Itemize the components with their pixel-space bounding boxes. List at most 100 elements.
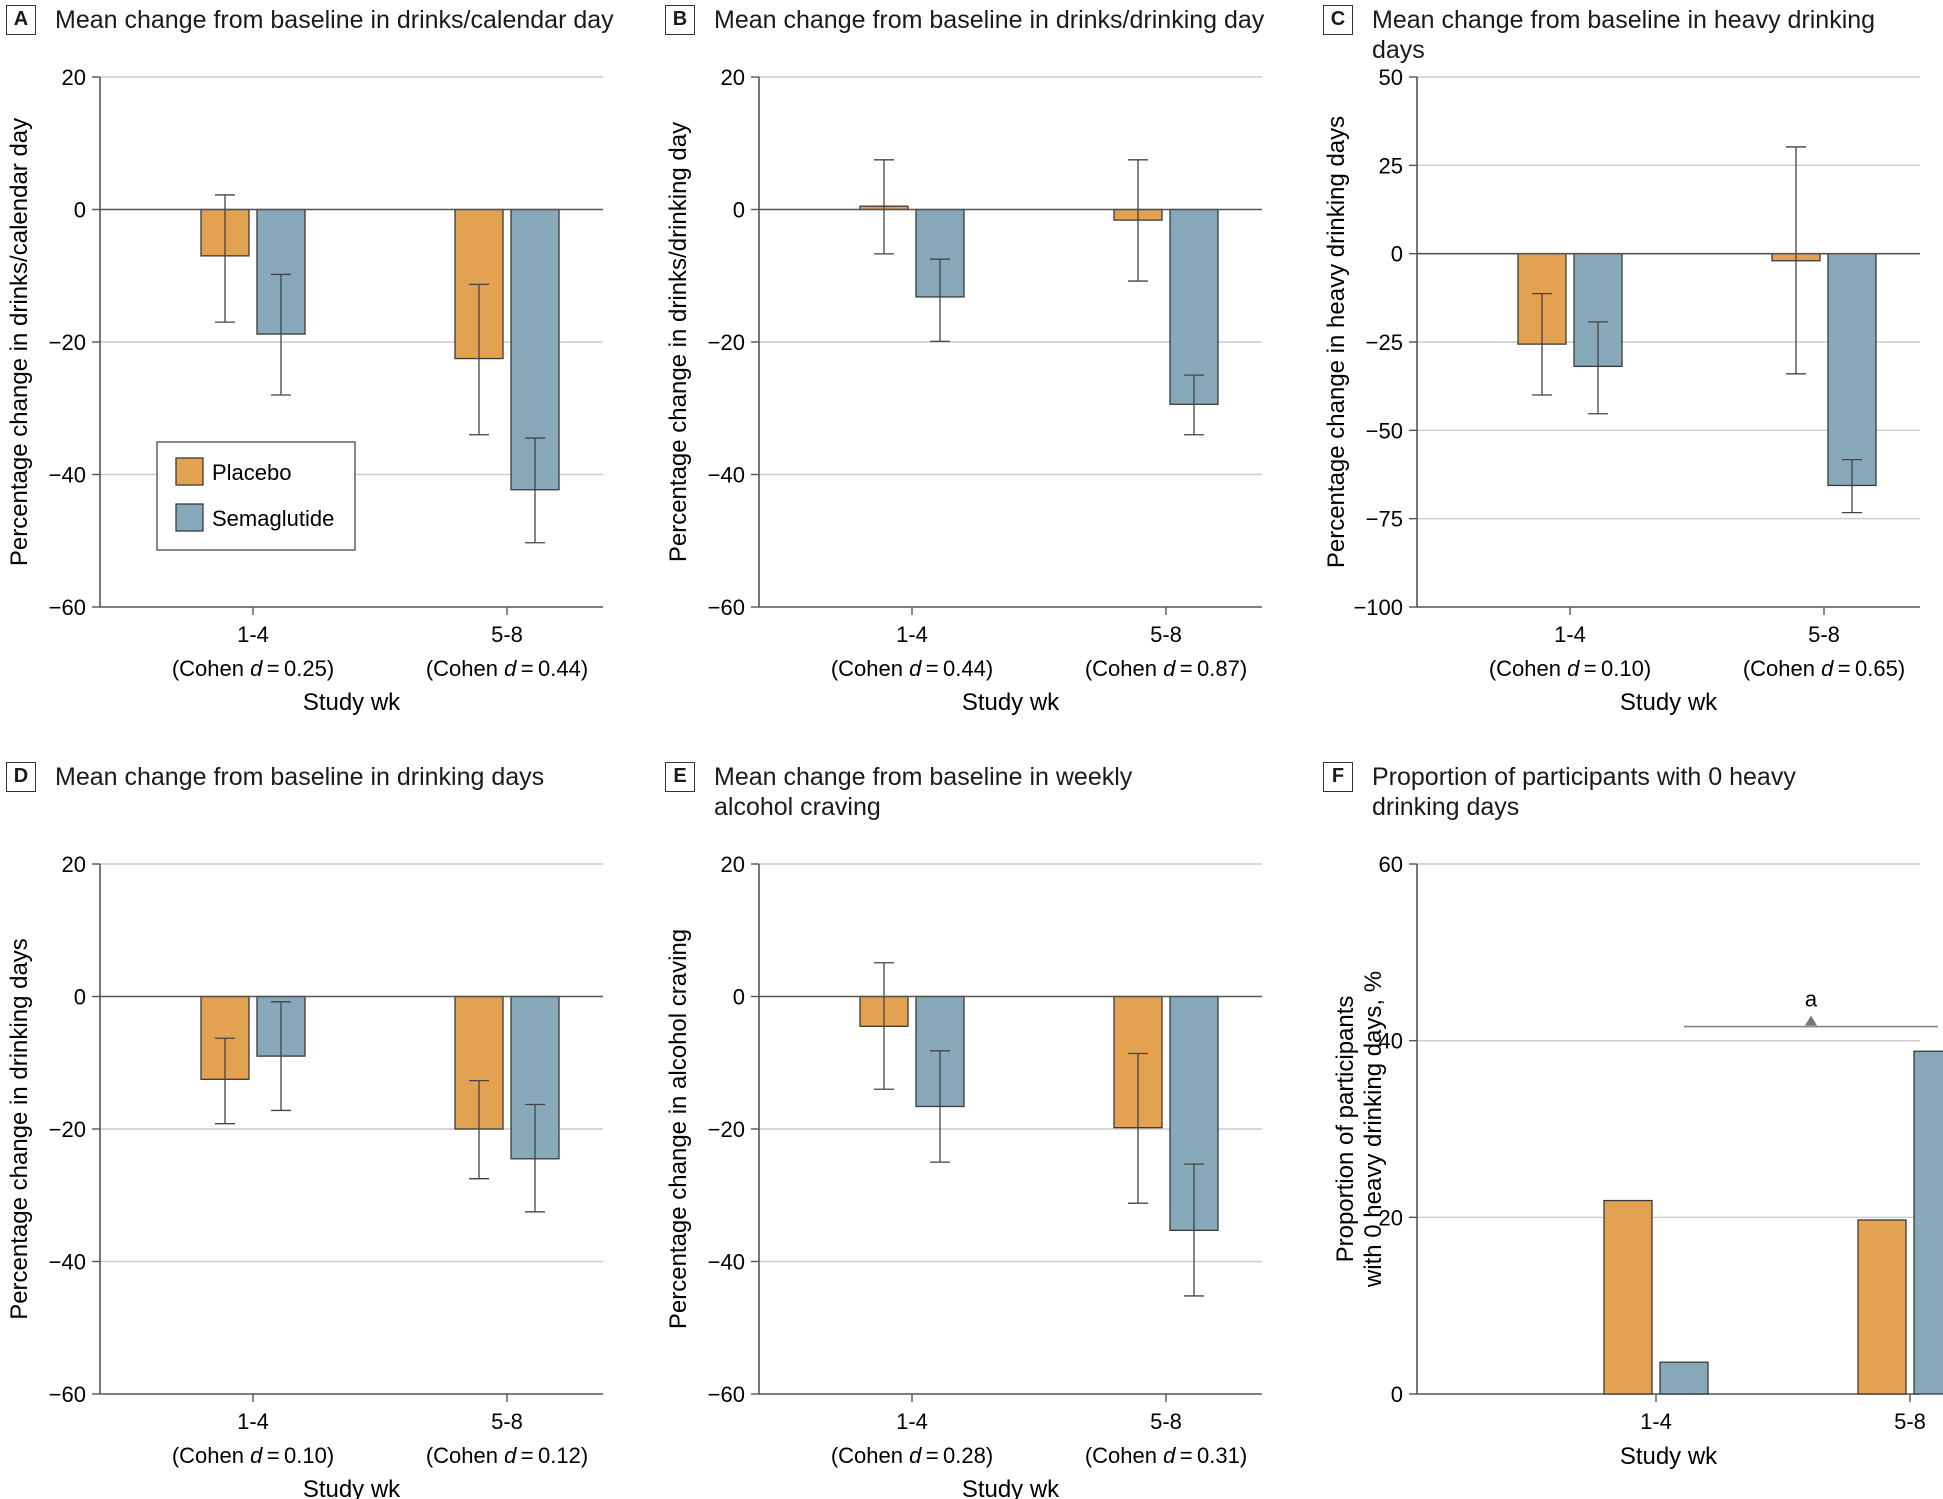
effect-size-label: (Cohen d = 0.31)	[1085, 1443, 1247, 1468]
y-tick-label: 0	[74, 198, 86, 223]
effect-size-label: (Cohen d = 0.44)	[426, 656, 588, 681]
panel-letter: F	[1323, 762, 1353, 792]
legend-swatch-placebo	[175, 457, 204, 486]
panel-title: Mean change from baseline in drinking da…	[55, 763, 545, 791]
bar-semaglutide	[1913, 1050, 1943, 1395]
x-tick-label: 1-4	[1640, 1409, 1672, 1434]
y-tick-label: 0	[1391, 1382, 1403, 1407]
y-tick-label: 60	[1379, 852, 1403, 877]
chart-f: 60 40 20 0 1-4 5-8 Study wk Proportion of parti…	[1332, 852, 1943, 1470]
bar-semaglutide	[1659, 1361, 1709, 1395]
panel-letter: A	[6, 5, 36, 35]
y-tick-label: −60	[708, 1382, 745, 1407]
y-tick-label: 0	[733, 198, 745, 223]
panel-c: C Mean change from baseline in heavy dri…	[1317, 0, 1937, 740]
panel-title: Proportion of participants with 0 heavy …	[1372, 763, 1796, 821]
x-axis-label: Study wk	[1620, 689, 1718, 716]
y-tick-label: −75	[1366, 507, 1403, 532]
panel-letter: D	[6, 762, 36, 792]
x-tick-label: 1-4	[237, 1409, 269, 1434]
y-axis-label: Percentage change in heavy drinking days	[1323, 116, 1350, 568]
y-tick-label: −60	[49, 1382, 86, 1407]
x-tick-label: 5-8	[491, 622, 523, 647]
panel-letter: E	[665, 762, 695, 792]
panel-title: Mean change from baseline in weekly alco…	[714, 763, 1133, 821]
x-tick-label: 5-8	[1808, 622, 1840, 647]
y-tick-label: 25	[1379, 153, 1403, 178]
y-tick-label: −60	[49, 595, 86, 620]
panel-letter: C	[1323, 5, 1353, 35]
x-tick-label: 5-8	[1150, 622, 1182, 647]
y-tick-label: 20	[62, 852, 86, 877]
x-axis-label: Study wk	[303, 689, 401, 716]
legend-label-semaglutide: Semaglutide	[212, 506, 334, 531]
y-tick-label: −50	[1366, 418, 1403, 443]
panel-title: Mean change from baseline in heavy drink…	[1372, 6, 1876, 64]
y-tick-label: 40	[1379, 1029, 1403, 1054]
bar-semaglutide	[510, 995, 560, 1160]
y-tick-label: 0	[733, 985, 745, 1010]
y-tick-label: −40	[708, 1250, 745, 1275]
effect-size-label: (Cohen d = 0.44)	[831, 656, 993, 681]
chart-b: 20 0 −20 −40 −60 1-4 (Cohen d = 0.44) 5-8 (Cohen…	[665, 65, 1262, 716]
y-tick-label: −20	[49, 330, 86, 355]
x-tick-label: 5-8	[1150, 1409, 1182, 1434]
significance-marker	[1805, 1015, 1817, 1026]
y-axis-label: Percentage change in drinking days	[6, 938, 33, 1320]
panel-b: B Mean change from baseline in drinks/dr…	[659, 0, 1279, 740]
y-tick-label: 20	[721, 65, 745, 90]
y-tick-label: −40	[708, 463, 745, 488]
y-tick-label: −20	[708, 330, 745, 355]
y-axis-label: Percentage change in drinks/drinking day	[665, 122, 692, 562]
y-tick-label: −100	[1353, 595, 1403, 620]
chart-d: 20 0 −20 −40 −60 1-4 (Cohen d = 0.10) 5-8 (Cohen…	[6, 852, 603, 1499]
panel-title: Mean change from baseline in drinks/cale…	[55, 6, 614, 34]
y-axis-label: Percentage change in alcohol craving	[665, 929, 692, 1329]
y-tick-label: −40	[49, 1250, 86, 1275]
y-tick-label: 20	[1379, 1205, 1403, 1230]
y-tick-label: −60	[708, 595, 745, 620]
y-tick-label: 20	[721, 852, 745, 877]
bar-semaglutide	[1169, 208, 1219, 405]
effect-size-label: (Cohen d = 0.28)	[831, 1443, 993, 1468]
bar-placebo	[1603, 1199, 1653, 1395]
x-axis-label: Study wk	[962, 689, 1060, 716]
y-tick-label: −20	[708, 1117, 745, 1142]
effect-size-label: (Cohen d = 0.10)	[1489, 656, 1651, 681]
panel-d: D Mean change from baseline in drinking …	[0, 757, 620, 1499]
legend-swatch-semaglutide	[175, 503, 204, 532]
bar-semaglutide	[1827, 253, 1877, 487]
panel-title: Mean change from baseline in drinks/drin…	[714, 6, 1265, 34]
chart-e: 20 0 −20 −40 −60 1-4 (Cohen d = 0.28) 5-8 (Cohen…	[665, 852, 1262, 1499]
x-tick-label: 5-8	[1894, 1409, 1926, 1434]
y-axis-label: Percentage change in drinks/calendar day	[6, 118, 33, 566]
bar-placebo	[1857, 1219, 1907, 1395]
panel-letter: B	[665, 5, 695, 35]
significance-label: a	[1805, 987, 1818, 1012]
x-axis-label: Study wk	[1620, 1443, 1718, 1470]
y-tick-label: 0	[1391, 242, 1403, 267]
y-tick-label: −25	[1366, 330, 1403, 355]
panel-e: E Mean change from baseline in weekly al…	[659, 757, 1279, 1499]
effect-size-label: (Cohen d = 0.65)	[1743, 656, 1905, 681]
y-tick-label: −20	[49, 1117, 86, 1142]
x-axis-label: Study wk	[303, 1476, 401, 1499]
x-tick-label: 5-8	[491, 1409, 523, 1434]
panel-f: F Proportion of participants with 0 heav…	[1317, 757, 1943, 1497]
effect-size-label: (Cohen d = 0.10)	[172, 1443, 334, 1468]
y-tick-label: 50	[1379, 65, 1403, 90]
x-tick-label: 1-4	[237, 622, 269, 647]
x-tick-label: 1-4	[1554, 622, 1586, 647]
x-tick-label: 1-4	[896, 622, 928, 647]
panel-a: A Mean change from baseline in drinks/ca…	[0, 0, 620, 740]
legend-label-placebo: Placebo	[212, 460, 292, 485]
effect-size-label: (Cohen d = 0.87)	[1085, 656, 1247, 681]
y-tick-label: −40	[49, 463, 86, 488]
chart-a: 20 0 −20 −40 −60 1-4 (Cohen d = 0.25) 5-8 (Cohen…	[6, 65, 603, 716]
x-tick-label: 1-4	[896, 1409, 928, 1434]
effect-size-label: (Cohen d = 0.25)	[172, 656, 334, 681]
y-tick-label: 20	[62, 65, 86, 90]
y-tick-label: 0	[74, 985, 86, 1010]
y-axis-label: Proportion of participantswith 0 heavy d…	[1332, 971, 1387, 1288]
